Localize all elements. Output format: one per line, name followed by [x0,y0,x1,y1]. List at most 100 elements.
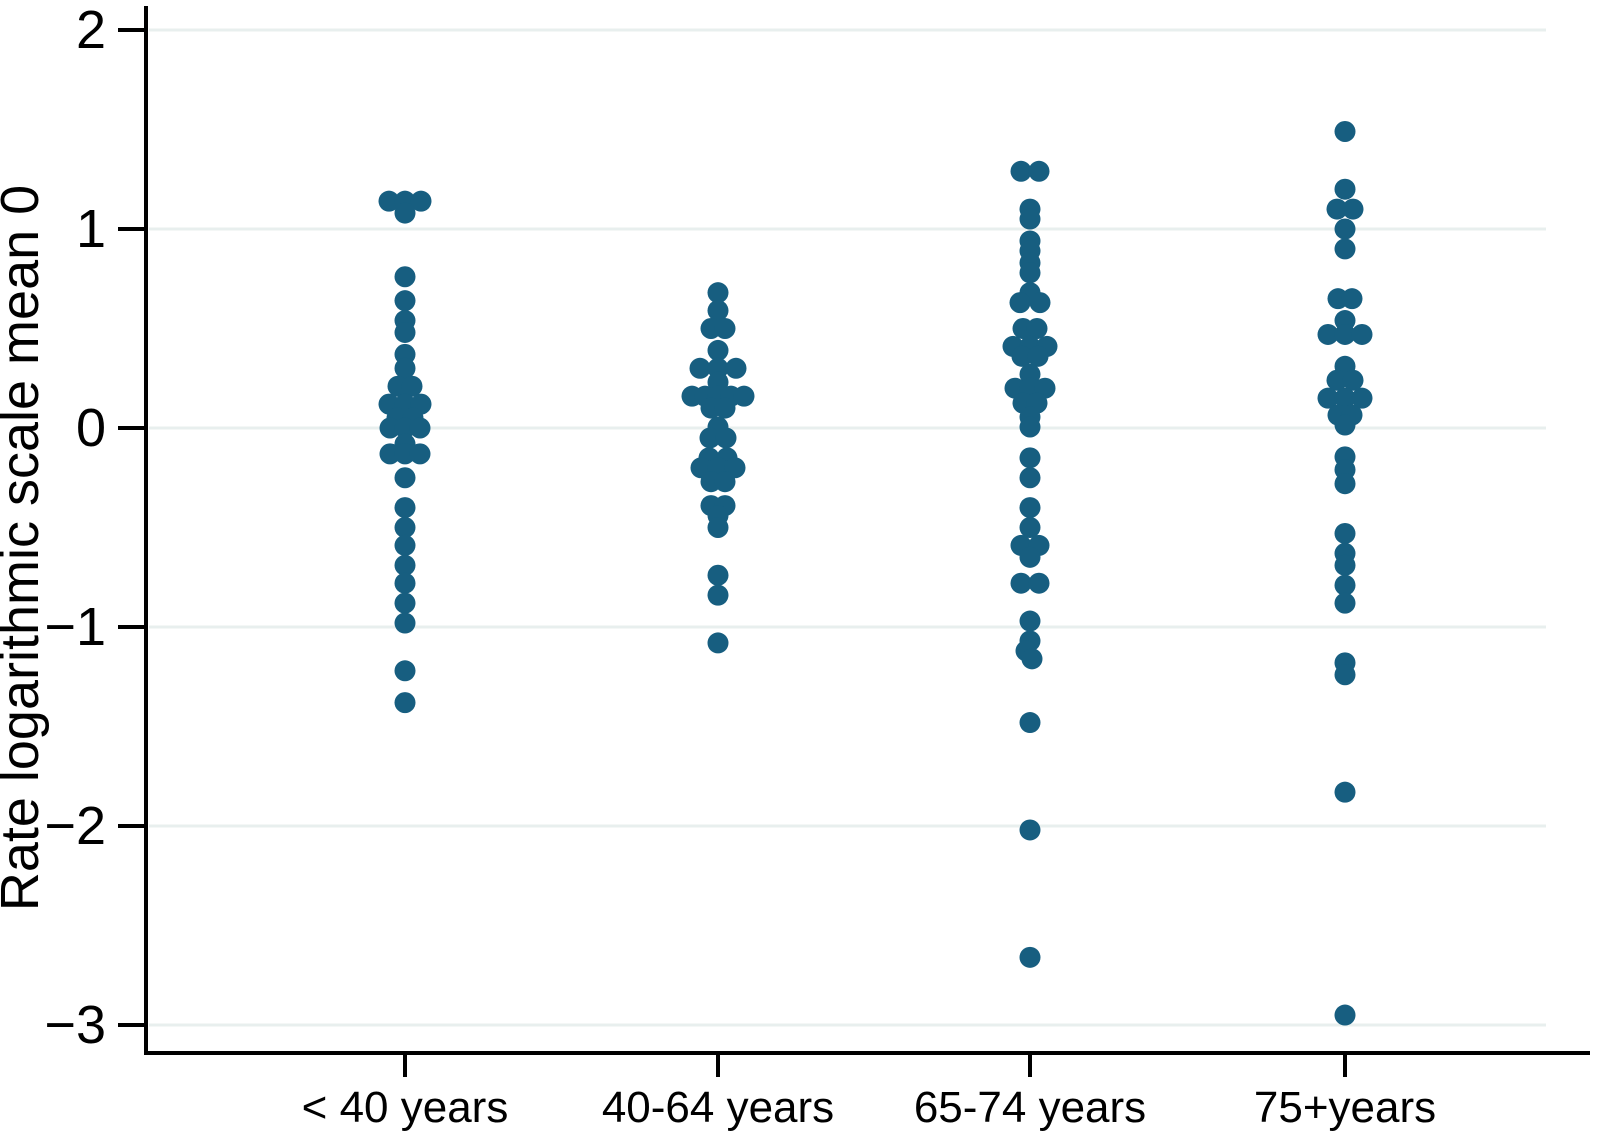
data-point [1334,473,1356,495]
data-point [1351,387,1373,409]
data-point [707,584,729,606]
data-point [733,385,755,407]
data-point [394,534,416,556]
data-point [1019,946,1041,968]
data-point [707,282,729,304]
data-point [725,357,747,379]
data-point [1009,292,1031,314]
data-point [715,427,737,449]
data-point [1019,610,1041,632]
data-point [1334,323,1356,345]
data-point [1334,574,1356,596]
data-point [1021,648,1043,670]
x-axis-ticks [403,1053,1347,1077]
data-point [1019,447,1041,469]
data-point [1342,198,1364,220]
x-category-label: 65-74 years [914,1083,1146,1132]
data-point [1342,369,1364,391]
data-point [1334,522,1356,544]
data-point [394,321,416,343]
y-axis-ticks [118,28,144,1027]
data-point [394,572,416,594]
data-point [394,497,416,519]
data-points [378,120,1373,1026]
data-point [394,660,416,682]
data-point [394,517,416,538]
data-point [1019,262,1041,284]
data-point [1027,345,1049,367]
y-tick-label: −2 [44,796,106,856]
data-point [394,417,416,439]
data-point [707,339,729,361]
data-point [394,692,416,714]
y-tick-label: −1 [44,597,106,657]
data-point [1326,369,1348,391]
x-axis-category-labels: < 40 years 40-64 years 65-74 years 75+years [302,1083,1436,1132]
data-point [1019,819,1041,841]
data-point [1019,497,1041,519]
data-point [1334,387,1356,409]
data-point [1010,160,1032,182]
data-point [1019,467,1041,489]
data-point [379,443,401,465]
y-tick-label: −3 [44,995,106,1055]
x-category-label: 40-64 years [602,1083,834,1132]
data-point [1010,572,1032,594]
y-axis-tick-labels: 2 1 0 −1 −2 −3 [44,0,106,1055]
data-point [394,554,416,576]
data-point [1019,517,1041,538]
data-point [1334,218,1356,240]
data-point [1334,781,1356,803]
y-tick-label: 2 [76,0,106,60]
data-point [394,467,416,489]
data-point [1326,198,1348,220]
data-point [1026,318,1048,339]
data-point [714,471,736,493]
data-point [707,632,729,654]
data-point [1334,120,1356,142]
data-point [401,375,423,397]
data-point [410,190,432,212]
data-point [1028,160,1050,182]
data-point [1011,345,1033,367]
data-point [1019,546,1041,568]
data-point [699,427,721,449]
data-point [1019,208,1041,230]
axes [144,6,1590,1055]
data-point [1334,414,1356,436]
data-point [1334,554,1356,576]
data-point [1334,664,1356,686]
data-point [1028,572,1050,594]
data-point [394,592,416,614]
data-point [707,300,729,322]
data-point [394,357,416,379]
data-point [1334,1004,1356,1026]
data-point [1029,292,1051,314]
data-point [1341,288,1363,310]
data-point [1334,238,1356,260]
data-point [714,397,736,419]
data-point [689,357,711,379]
data-point [1334,592,1356,614]
data-point [1334,178,1356,200]
data-point [378,190,400,212]
data-point [707,564,729,586]
data-point [1317,323,1339,345]
data-point [1019,712,1041,734]
y-tick-label: 1 [76,199,106,259]
data-point [409,417,431,439]
data-point [394,443,416,465]
data-point [714,318,736,339]
data-point [394,202,416,224]
data-point [1019,416,1041,438]
y-axis-title: Rate logarithmic scale mean 0 [0,185,50,911]
data-point [394,290,416,312]
data-point [394,266,416,288]
data-point [394,612,416,634]
x-category-label: < 40 years [302,1083,509,1132]
data-point [1351,323,1373,345]
data-point [707,517,729,538]
x-category-label: 75+years [1254,1083,1436,1132]
data-point [409,443,431,465]
